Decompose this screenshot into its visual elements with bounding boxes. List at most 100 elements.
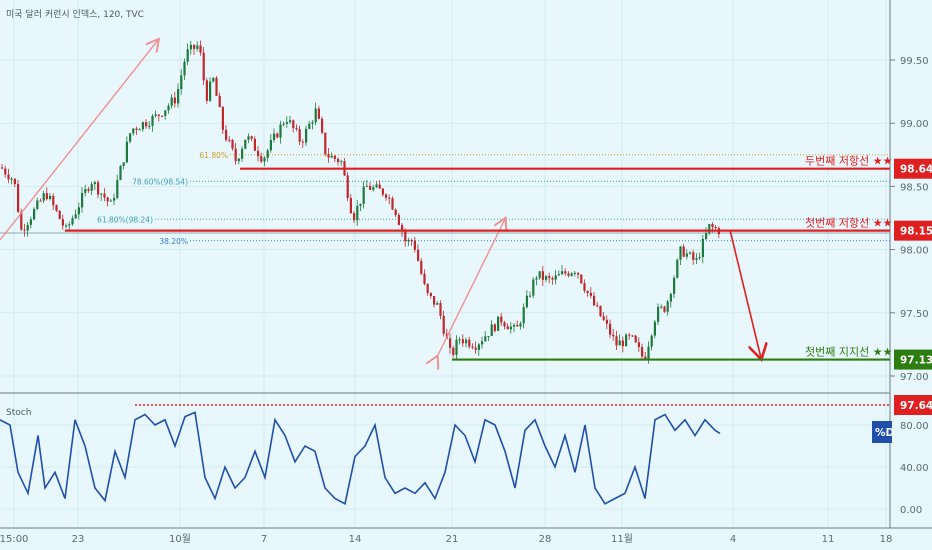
candle-body xyxy=(573,272,576,274)
candle-body xyxy=(26,224,29,231)
level-label: 첫번째 지지선 ★★ xyxy=(805,346,893,359)
candle-body xyxy=(365,185,368,187)
candle-body xyxy=(215,77,218,96)
candle-body xyxy=(551,278,554,280)
candle-body xyxy=(628,334,631,336)
candle-body xyxy=(202,52,205,81)
candle-body xyxy=(263,157,266,162)
candle-body xyxy=(509,326,512,330)
candle-body xyxy=(189,44,192,50)
candle-body xyxy=(330,155,333,158)
candle-body xyxy=(113,197,116,201)
candle-body xyxy=(679,246,682,260)
candle-body xyxy=(401,224,404,232)
candle-body xyxy=(161,115,164,117)
candle-body xyxy=(100,193,103,195)
candle-body xyxy=(4,168,7,175)
candle-body xyxy=(612,334,615,337)
candle-body xyxy=(359,203,362,206)
candle-body xyxy=(609,323,612,335)
candle-body xyxy=(532,279,535,296)
candle-body xyxy=(666,301,669,312)
candle-body xyxy=(711,224,714,228)
candle-body xyxy=(97,182,100,195)
time-tick-label: 18 xyxy=(880,534,893,545)
fib-label: 61.80%(98.24) xyxy=(97,215,153,224)
candle-body xyxy=(10,178,13,180)
candle-body xyxy=(698,257,701,259)
candle-body xyxy=(605,319,608,324)
time-axis[interactable]: 15:00 23 10월 7 14 21 28 11월 4 11 18 xyxy=(0,533,892,545)
candle-body xyxy=(429,292,432,296)
candle-body xyxy=(641,347,644,357)
candle-body xyxy=(397,214,400,225)
candle-body xyxy=(474,347,477,350)
price-axis[interactable]: 99.50 99.00 98.50 98.00 97.50 97.00 80.00 40.00… xyxy=(890,56,929,516)
candle-body xyxy=(548,276,551,279)
candle-body xyxy=(458,339,461,341)
candle-body xyxy=(285,122,288,124)
candle-body xyxy=(186,49,189,62)
candle-body xyxy=(33,208,36,220)
candle-body xyxy=(1,167,4,169)
candle-body xyxy=(308,123,311,129)
fib-label: 38.20% xyxy=(159,237,188,246)
candle-body xyxy=(196,45,199,49)
candle-body xyxy=(225,129,228,140)
candle-body xyxy=(84,188,87,193)
d-badge-text: %D xyxy=(875,427,895,439)
candle-body xyxy=(356,205,359,221)
candle-body xyxy=(23,229,26,231)
pink-trend-arrow-2 xyxy=(437,219,505,357)
candle-body xyxy=(231,139,234,149)
candle-body xyxy=(151,115,154,126)
time-tick-label: 23 xyxy=(72,534,85,545)
candle-body xyxy=(29,219,32,225)
fib-label: 78.60%(98.54) xyxy=(132,177,188,186)
trend-drawings xyxy=(0,40,761,358)
candle-body xyxy=(557,274,560,276)
candle-body xyxy=(253,138,256,151)
candle-body xyxy=(535,277,538,280)
time-tick-label: 10월 xyxy=(169,533,191,545)
price-tick-label: 97.50 xyxy=(900,309,929,320)
candle-body xyxy=(141,122,144,130)
candle-body xyxy=(618,340,621,346)
candle-body xyxy=(650,335,653,347)
candle-body xyxy=(663,306,666,312)
key-levels: 두번째 저항선 ★★ 98.64 첫번째 저항선 ★★ 98.15 첫번째 지지선 ★★… xyxy=(65,155,932,370)
candle-body xyxy=(596,305,599,307)
candle-body xyxy=(116,180,119,198)
fib-label: 61.80% xyxy=(199,151,228,160)
candle-body xyxy=(577,272,580,275)
candle-body xyxy=(177,89,180,104)
time-tick-label: 7 xyxy=(261,534,267,545)
candle-body xyxy=(484,336,487,342)
candle-body xyxy=(625,334,628,347)
candle-body xyxy=(13,178,16,185)
candle-body xyxy=(362,186,365,204)
candle-body xyxy=(375,184,378,188)
candle-body xyxy=(433,295,436,305)
candle-body xyxy=(164,110,167,116)
candle-body xyxy=(541,271,544,280)
candle-body xyxy=(589,292,592,296)
candle-body xyxy=(17,184,20,212)
candle-body xyxy=(657,306,660,322)
candle-body xyxy=(103,193,106,198)
candle-body xyxy=(500,316,503,323)
time-tick-label: 11월 xyxy=(611,533,633,545)
time-tick-label: 21 xyxy=(446,534,459,545)
candle-body xyxy=(689,252,692,254)
candle-body xyxy=(506,326,509,330)
candle-body xyxy=(516,324,519,327)
candle-body xyxy=(714,227,717,229)
candle-body xyxy=(87,188,90,191)
candle-body xyxy=(349,198,352,214)
candle-body xyxy=(39,200,42,202)
candle-body xyxy=(260,156,263,162)
candle-body xyxy=(695,258,698,260)
candle-body xyxy=(567,273,570,276)
candle-body xyxy=(266,150,269,158)
